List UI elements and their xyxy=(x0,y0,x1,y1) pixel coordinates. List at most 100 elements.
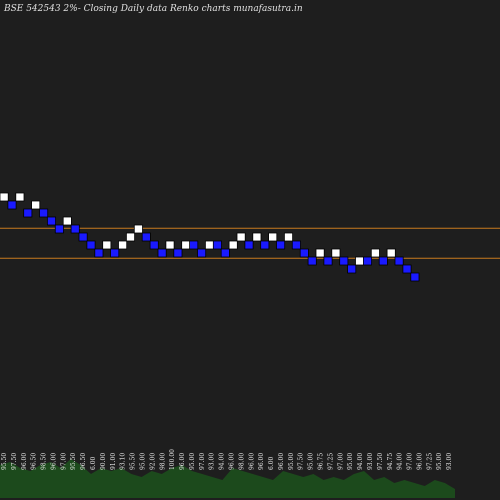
volume-label: 91.00 xyxy=(110,453,117,470)
volume-area xyxy=(0,459,455,498)
volume-label: 97.50 xyxy=(11,453,18,470)
volume-label: 97.50 xyxy=(298,453,305,470)
volume-label: 95.00 xyxy=(436,453,443,470)
volume-label: 98.00 xyxy=(159,453,166,470)
volume-label: 96.00 xyxy=(21,453,28,470)
renko-brick-down xyxy=(70,224,80,234)
renko-brick-down xyxy=(7,200,17,210)
volume-label: 100.00 xyxy=(169,449,176,470)
renko-brick-down xyxy=(220,248,230,258)
volume-label: 97.00 xyxy=(337,453,344,470)
volume-label: 97.50 xyxy=(377,453,384,470)
volume-label: 97.25 xyxy=(327,453,334,470)
renko-brick-down xyxy=(189,240,199,250)
renko-brick-up xyxy=(355,256,365,266)
chart-title: BSE 542543 2%- Closing Daily data Renko … xyxy=(3,4,303,14)
renko-brick-down xyxy=(378,256,388,266)
volume-label: 95.00 xyxy=(139,453,146,470)
renko-brick-down xyxy=(299,248,309,258)
renko-brick-down xyxy=(173,248,183,258)
volume-label: 93.00 xyxy=(446,453,453,470)
renko-brick-up xyxy=(31,200,41,210)
renko-brick-down xyxy=(23,208,33,218)
renko-brick-down xyxy=(291,240,301,250)
renko-brick-down xyxy=(260,240,270,250)
renko-brick-down xyxy=(410,272,420,282)
renko-brick-up xyxy=(126,232,136,242)
volume-label: 95.50 xyxy=(130,453,137,470)
volume-label: 94.00 xyxy=(219,453,226,470)
renko-brick-up xyxy=(331,248,341,258)
renko-brick-up xyxy=(315,248,325,258)
volume-label: 97.00 xyxy=(199,453,206,470)
volume-fill xyxy=(0,459,455,498)
renko-brick-up xyxy=(102,240,112,250)
volume-label: 98.50 xyxy=(41,453,48,470)
renko-brick-up xyxy=(181,240,191,250)
renko-brick-down xyxy=(47,216,57,226)
volume-label: 96.00 xyxy=(248,453,255,470)
volume-labels: 95.50 97.50 96.00 96.50 98.50 96.00 97.00 95.50… xyxy=(1,449,453,470)
volume-label: 94.00 xyxy=(357,453,364,470)
volume-label: 90.00 xyxy=(100,453,107,470)
renko-brick-down xyxy=(39,208,49,218)
volume-label: 6.00 xyxy=(268,456,275,470)
renko-brick-down xyxy=(78,232,88,242)
volume-label: 94.00 xyxy=(397,453,404,470)
renko-brick-down xyxy=(323,256,333,266)
volume-label: 97.00 xyxy=(407,453,414,470)
volume-label: 93.00 xyxy=(209,453,216,470)
renko-brick-up xyxy=(236,232,246,242)
renko-brick-down xyxy=(54,224,64,234)
renko-brick-up xyxy=(252,232,262,242)
reference-lines xyxy=(0,227,500,259)
volume-label: 94.75 xyxy=(387,453,394,470)
renko-brick-up xyxy=(133,224,143,234)
renko-brick-down xyxy=(157,248,167,258)
volume-label: 96.00 xyxy=(179,453,186,470)
volume-label: 98.00 xyxy=(238,453,245,470)
volume-label: 95.00 xyxy=(288,453,295,470)
renko-brick-down xyxy=(362,256,372,266)
volume-label: 6.00 xyxy=(90,456,97,470)
volume-label: 95.50 xyxy=(1,453,8,470)
volume-label: 96.50 xyxy=(31,453,38,470)
renko-brick-up xyxy=(283,232,293,242)
volume-label: 96.50 xyxy=(80,453,87,470)
volume-label: 96.00 xyxy=(278,453,285,470)
renko-brick-down xyxy=(402,264,412,274)
volume-label: 92.00 xyxy=(149,453,156,470)
volume-label: 96.75 xyxy=(318,453,325,470)
renko-brick-down xyxy=(197,248,207,258)
renko-brick-down xyxy=(212,240,222,250)
volume-label: 95.50 xyxy=(70,453,77,470)
renko-brick-up xyxy=(165,240,175,250)
renko-brick-up xyxy=(386,248,396,258)
renko-brick-up xyxy=(0,192,9,202)
volume-label: 95.00 xyxy=(189,453,196,470)
renko-brick-down xyxy=(244,240,254,250)
renko-brick-down xyxy=(276,240,286,250)
renko-brick-up xyxy=(118,240,128,250)
volume-label: 95.00 xyxy=(347,453,354,470)
volume-label: 96.00 xyxy=(258,453,265,470)
volume-label: 96.00 xyxy=(416,453,423,470)
renko-brick-down xyxy=(394,256,404,266)
renko-brick-down xyxy=(110,248,120,258)
volume-label: 95.00 xyxy=(308,453,315,470)
renko-brick-up xyxy=(228,240,238,250)
renko-brick-up xyxy=(370,248,380,258)
volume-label: 96.00 xyxy=(50,453,57,470)
renko-brick-down xyxy=(307,256,317,266)
volume-label: 96.00 xyxy=(229,453,236,470)
volume-label: 93.00 xyxy=(367,453,374,470)
renko-brick-down xyxy=(141,232,151,242)
renko-brick-down xyxy=(339,256,349,266)
renko-brick-down xyxy=(347,264,357,274)
volume-label: 97.25 xyxy=(426,453,433,470)
volume-label: 97.00 xyxy=(60,453,67,470)
volume-label: 93.10 xyxy=(120,453,127,470)
renko-brick-down xyxy=(94,248,104,258)
